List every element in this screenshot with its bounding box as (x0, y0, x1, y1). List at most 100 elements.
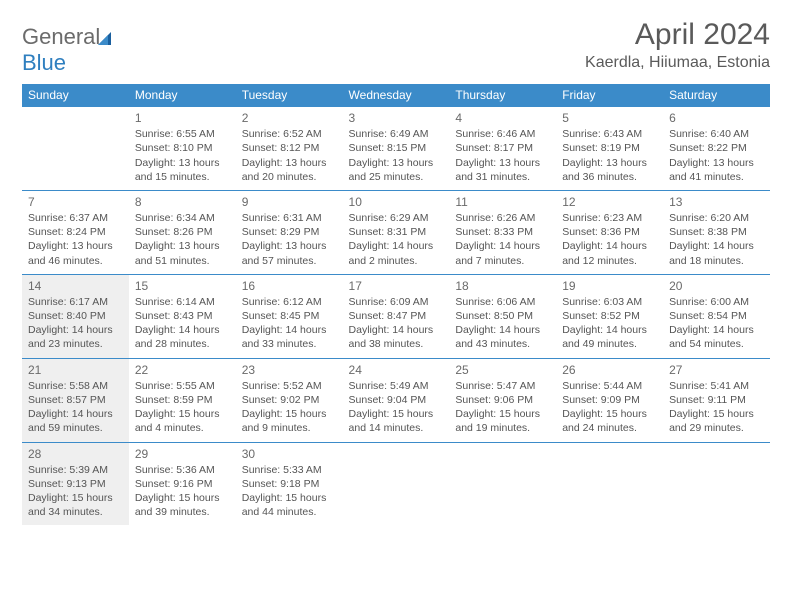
day-number: 21 (28, 362, 123, 378)
daylight-line1: Daylight: 13 hours (242, 239, 337, 253)
sunrise-text: Sunrise: 6:31 AM (242, 211, 337, 225)
calendar-day-cell: 16Sunrise: 6:12 AMSunset: 8:45 PMDayligh… (236, 274, 343, 358)
daylight-line2: and 31 minutes. (455, 170, 550, 184)
daylight-line1: Daylight: 13 hours (135, 239, 230, 253)
sunset-text: Sunset: 8:15 PM (349, 141, 444, 155)
daylight-line2: and 49 minutes. (562, 337, 657, 351)
sunrise-text: Sunrise: 5:47 AM (455, 379, 550, 393)
daylight-line2: and 7 minutes. (455, 254, 550, 268)
day-number: 19 (562, 278, 657, 294)
day-number: 5 (562, 110, 657, 126)
calendar-day-cell: 6Sunrise: 6:40 AMSunset: 8:22 PMDaylight… (663, 107, 770, 191)
sunrise-text: Sunrise: 5:44 AM (562, 379, 657, 393)
sunset-text: Sunset: 8:12 PM (242, 141, 337, 155)
sunset-text: Sunset: 8:22 PM (669, 141, 764, 155)
calendar-day-cell: 12Sunrise: 6:23 AMSunset: 8:36 PMDayligh… (556, 190, 663, 274)
sunrise-text: Sunrise: 6:17 AM (28, 295, 123, 309)
sunrise-text: Sunrise: 5:33 AM (242, 463, 337, 477)
calendar-day-cell: 13Sunrise: 6:20 AMSunset: 8:38 PMDayligh… (663, 190, 770, 274)
sunrise-text: Sunrise: 6:06 AM (455, 295, 550, 309)
calendar-day-cell: 2Sunrise: 6:52 AMSunset: 8:12 PMDaylight… (236, 107, 343, 191)
calendar-day-cell: 20Sunrise: 6:00 AMSunset: 8:54 PMDayligh… (663, 274, 770, 358)
day-number: 24 (349, 362, 444, 378)
sunset-text: Sunset: 8:52 PM (562, 309, 657, 323)
sunrise-text: Sunrise: 6:00 AM (669, 295, 764, 309)
day-number: 17 (349, 278, 444, 294)
calendar-day-cell: 29Sunrise: 5:36 AMSunset: 9:16 PMDayligh… (129, 442, 236, 525)
logo-sail-icon (98, 26, 116, 40)
day-number: 10 (349, 194, 444, 210)
sunrise-text: Sunrise: 5:52 AM (242, 379, 337, 393)
daylight-line1: Daylight: 14 hours (242, 323, 337, 337)
daylight-line1: Daylight: 13 hours (28, 239, 123, 253)
sunrise-text: Sunrise: 6:26 AM (455, 211, 550, 225)
daylight-line2: and 2 minutes. (349, 254, 444, 268)
sunset-text: Sunset: 8:33 PM (455, 225, 550, 239)
logo: General Blue (22, 18, 116, 76)
calendar-day-cell: 1Sunrise: 6:55 AMSunset: 8:10 PMDaylight… (129, 107, 236, 191)
daylight-line1: Daylight: 14 hours (349, 323, 444, 337)
calendar-day-cell: 7Sunrise: 6:37 AMSunset: 8:24 PMDaylight… (22, 190, 129, 274)
day-number: 13 (669, 194, 764, 210)
daylight-line2: and 57 minutes. (242, 254, 337, 268)
sunset-text: Sunset: 9:18 PM (242, 477, 337, 491)
day-number: 28 (28, 446, 123, 462)
calendar-day-cell: 18Sunrise: 6:06 AMSunset: 8:50 PMDayligh… (449, 274, 556, 358)
sunrise-text: Sunrise: 6:52 AM (242, 127, 337, 141)
calendar-week-row: 14Sunrise: 6:17 AMSunset: 8:40 PMDayligh… (22, 274, 770, 358)
daylight-line1: Daylight: 13 hours (349, 156, 444, 170)
weekday-header: Friday (556, 84, 663, 107)
sunset-text: Sunset: 8:10 PM (135, 141, 230, 155)
daylight-line2: and 23 minutes. (28, 337, 123, 351)
header: General Blue April 2024 Kaerdla, Hiiumaa… (22, 18, 770, 76)
sunset-text: Sunset: 8:17 PM (455, 141, 550, 155)
day-number: 2 (242, 110, 337, 126)
sunset-text: Sunset: 9:11 PM (669, 393, 764, 407)
calendar-day-cell: 3Sunrise: 6:49 AMSunset: 8:15 PMDaylight… (343, 107, 450, 191)
sunset-text: Sunset: 8:19 PM (562, 141, 657, 155)
day-number: 14 (28, 278, 123, 294)
daylight-line2: and 20 minutes. (242, 170, 337, 184)
daylight-line2: and 38 minutes. (349, 337, 444, 351)
daylight-line1: Daylight: 15 hours (135, 491, 230, 505)
day-number: 8 (135, 194, 230, 210)
sunrise-text: Sunrise: 5:39 AM (28, 463, 123, 477)
sunset-text: Sunset: 8:59 PM (135, 393, 230, 407)
calendar-day-cell: 11Sunrise: 6:26 AMSunset: 8:33 PMDayligh… (449, 190, 556, 274)
daylight-line2: and 12 minutes. (562, 254, 657, 268)
calendar-week-row: 21Sunrise: 5:58 AMSunset: 8:57 PMDayligh… (22, 358, 770, 442)
daylight-line1: Daylight: 14 hours (28, 323, 123, 337)
sunset-text: Sunset: 9:16 PM (135, 477, 230, 491)
weekday-header: Sunday (22, 84, 129, 107)
day-number: 3 (349, 110, 444, 126)
sunrise-text: Sunrise: 5:58 AM (28, 379, 123, 393)
sunset-text: Sunset: 8:36 PM (562, 225, 657, 239)
daylight-line2: and 41 minutes. (669, 170, 764, 184)
daylight-line1: Daylight: 15 hours (562, 407, 657, 421)
sunset-text: Sunset: 8:29 PM (242, 225, 337, 239)
calendar-week-row: 28Sunrise: 5:39 AMSunset: 9:13 PMDayligh… (22, 442, 770, 525)
day-number: 22 (135, 362, 230, 378)
day-number: 1 (135, 110, 230, 126)
daylight-line2: and 29 minutes. (669, 421, 764, 435)
sunrise-text: Sunrise: 6:43 AM (562, 127, 657, 141)
sunset-text: Sunset: 8:26 PM (135, 225, 230, 239)
day-number: 16 (242, 278, 337, 294)
daylight-line2: and 51 minutes. (135, 254, 230, 268)
daylight-line2: and 36 minutes. (562, 170, 657, 184)
sunset-text: Sunset: 8:24 PM (28, 225, 123, 239)
daylight-line1: Daylight: 15 hours (669, 407, 764, 421)
weekday-header: Tuesday (236, 84, 343, 107)
daylight-line1: Daylight: 14 hours (669, 323, 764, 337)
daylight-line1: Daylight: 14 hours (562, 323, 657, 337)
sunrise-text: Sunrise: 6:55 AM (135, 127, 230, 141)
day-number: 9 (242, 194, 337, 210)
location: Kaerdla, Hiiumaa, Estonia (585, 54, 770, 72)
daylight-line2: and 14 minutes. (349, 421, 444, 435)
daylight-line2: and 54 minutes. (669, 337, 764, 351)
calendar-empty-cell (22, 107, 129, 191)
daylight-line1: Daylight: 14 hours (669, 239, 764, 253)
sunset-text: Sunset: 8:43 PM (135, 309, 230, 323)
daylight-line1: Daylight: 14 hours (135, 323, 230, 337)
daylight-line1: Daylight: 14 hours (562, 239, 657, 253)
